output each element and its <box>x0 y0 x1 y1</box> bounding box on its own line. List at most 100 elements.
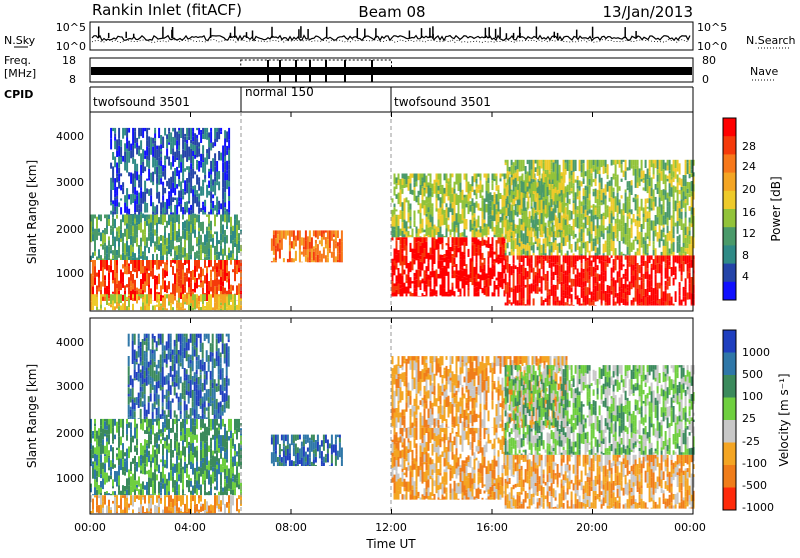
range-gate-cell <box>210 438 212 442</box>
range-gate-cell <box>277 234 279 243</box>
range-gate-cell <box>315 256 317 262</box>
range-gate-cell <box>126 498 128 502</box>
range-gate-cell <box>220 132 222 134</box>
range-gate-cell <box>448 293 450 296</box>
range-gate-cell <box>120 491 122 495</box>
range-gate-cell <box>653 241 655 245</box>
range-gate-cell <box>299 239 301 250</box>
range-gate-cell <box>192 224 194 234</box>
range-gate-cell <box>673 200 675 203</box>
range-gate-cell <box>92 252 94 258</box>
range-gate-cell <box>635 180 637 188</box>
range-gate-cell <box>454 248 456 250</box>
range-gate-cell <box>649 305 651 306</box>
range-gate-cell <box>649 281 651 292</box>
range-gate-cell <box>643 178 645 181</box>
range-gate-cell <box>224 147 226 157</box>
range-gate-cell <box>406 280 408 283</box>
range-gate-cell <box>112 226 114 231</box>
range-gate-cell <box>414 211 416 221</box>
range-gate-cell <box>589 298 591 306</box>
range-gate-cell <box>545 184 547 195</box>
range-gate-cell <box>150 298 152 303</box>
range-gate-cell <box>665 263 667 265</box>
range-gate-cell <box>567 255 569 265</box>
range-gate-cell <box>511 222 513 224</box>
range-gate-cell <box>689 174 691 178</box>
range-gate-cell <box>178 179 180 186</box>
range-gate-cell <box>657 255 659 263</box>
range-gate-cell <box>118 235 120 238</box>
range-gate-cell <box>492 180 494 184</box>
range-gate-cell <box>236 454 238 456</box>
range-gate-cell <box>218 424 220 428</box>
range-gate-cell <box>166 308 168 310</box>
range-gate-cell <box>410 261 412 272</box>
range-gate-cell <box>230 458 232 469</box>
range-gate-cell <box>126 196 128 207</box>
range-gate-cell <box>639 207 641 213</box>
range-gate-cell <box>154 215 156 226</box>
range-gate-cell <box>118 306 120 310</box>
range-gate-cell <box>468 206 470 214</box>
range-gate-cell <box>192 289 194 292</box>
range-gate-cell <box>202 504 204 511</box>
range-gate-cell <box>188 147 190 157</box>
range-gate-cell <box>663 160 665 165</box>
range-gate-cell <box>160 149 162 151</box>
range-gate-cell <box>599 274 601 281</box>
range-gate-cell <box>182 222 184 230</box>
range-gate-cell <box>277 243 279 251</box>
range-gate-cell <box>98 468 100 477</box>
range-gate-cell <box>653 202 655 211</box>
range-gate-cell <box>533 179 535 182</box>
range-gate-cell <box>601 304 603 306</box>
range-gate-cell <box>685 252 687 256</box>
range-gate-cell <box>162 165 164 171</box>
range-gate-cell <box>230 478 232 490</box>
range-gate-cell <box>637 208 639 214</box>
range-gate-cell <box>164 484 166 496</box>
range-gate-cell <box>649 226 651 232</box>
range-gate-cell <box>234 260 236 265</box>
range-gate-cell <box>164 474 166 483</box>
range-gate-cell <box>611 213 613 223</box>
range-gate-cell <box>657 303 659 305</box>
range-gate-cell <box>462 190 464 200</box>
range-gate-cell <box>396 275 398 282</box>
range-gate-cell <box>647 269 649 272</box>
range-gate-cell <box>160 492 162 495</box>
range-gate-cell <box>122 272 124 282</box>
range-gate-cell <box>220 435 222 446</box>
range-gate-cell <box>182 233 184 239</box>
range-gate-cell <box>613 174 615 180</box>
range-gate-cell <box>174 509 176 513</box>
range-gate-cell <box>683 255 685 261</box>
range-gate-cell <box>476 189 478 193</box>
range-gate-cell <box>496 257 498 263</box>
range-gate-cell <box>144 156 146 159</box>
range-gate-cell <box>494 259 496 262</box>
range-gate-cell <box>683 186 685 191</box>
range-gate-cell <box>625 272 627 277</box>
range-gate-cell <box>637 251 639 255</box>
range-gate-cell <box>641 239 643 245</box>
range-gate-cell <box>593 192 595 197</box>
colorbar-swatch <box>723 264 736 283</box>
range-gate-cell <box>216 428 218 439</box>
range-gate-cell <box>182 177 184 183</box>
range-gate-cell <box>192 491 194 496</box>
range-gate-cell <box>190 225 192 233</box>
range-gate-cell <box>492 210 494 215</box>
range-gate-cell <box>174 168 176 176</box>
range-gate-cell <box>573 172 575 183</box>
range-gate-cell <box>176 512 178 514</box>
range-gate-cell <box>198 471 200 473</box>
range-gate-cell <box>685 290 687 297</box>
range-gate-cell <box>665 163 667 171</box>
range-gate-cell <box>517 245 519 253</box>
range-gate-cell <box>631 185 633 195</box>
range-gate-cell <box>92 215 94 227</box>
range-gate-cell <box>683 247 685 253</box>
range-gate-cell <box>226 131 228 142</box>
